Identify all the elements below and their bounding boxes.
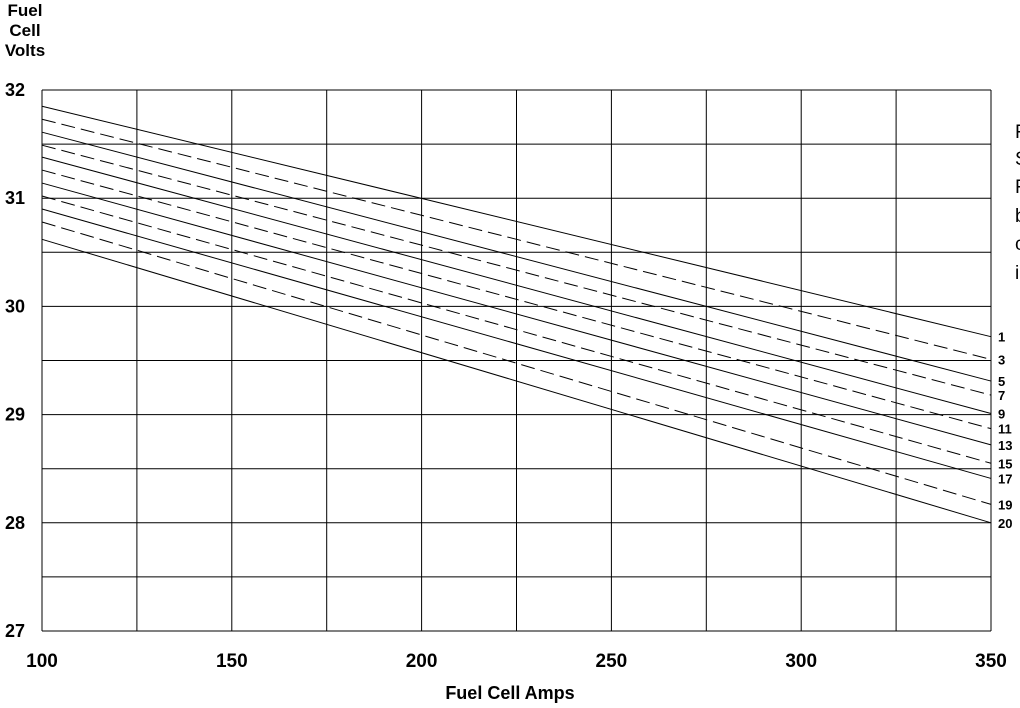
y-tick-label: 27 (5, 621, 25, 641)
series-line-20 (41, 238, 992, 524)
series-label-15: 15 (998, 456, 1012, 471)
series-line-11 (41, 169, 992, 430)
y-tick-label: 32 (5, 80, 25, 100)
x-tick-label: 350 (975, 651, 1007, 672)
grid-lines (41, 89, 992, 632)
y-tick-label: 29 (5, 405, 25, 425)
side-note-line-3: F (1015, 176, 1020, 199)
y-tick-label: 30 (5, 296, 25, 316)
x-tick-label: 200 (406, 651, 438, 672)
series-label-13: 13 (998, 438, 1012, 453)
series-line-7 (41, 144, 992, 396)
series-label-11: 11 (998, 422, 1012, 437)
series-line-13 (41, 182, 992, 446)
series-line-19 (41, 221, 992, 505)
series-line-1 (41, 105, 992, 338)
side-note-line-4: b (1015, 205, 1020, 228)
series-label-19: 19 (998, 497, 1012, 512)
series-lines (41, 105, 992, 524)
series-label-20: 20 (998, 516, 1012, 531)
series-label-1: 1 (998, 330, 1005, 345)
series-label-7: 7 (998, 388, 1005, 403)
series-line-17 (41, 208, 992, 479)
series-line-5 (41, 131, 992, 382)
series-label-17: 17 (998, 471, 1012, 486)
y-axis-label-line-1: Fuel (7, 1, 43, 20)
series-label-9: 9 (998, 407, 1005, 422)
y-tick-label: 28 (5, 513, 25, 533)
series-label-5: 5 (998, 374, 1005, 389)
series-line-9 (41, 156, 992, 415)
y-axis-label-line-2: Cell (9, 21, 41, 40)
x-tick-label: 300 (785, 651, 817, 672)
y-tick-label: 31 (5, 188, 25, 208)
x-tick-label: 100 (26, 651, 58, 672)
series-line-15 (41, 195, 992, 464)
side-note-line-5: c (1015, 234, 1020, 255)
side-note-line-1: F (1015, 121, 1020, 144)
series-line-3 (41, 118, 992, 360)
x-tick-label: 150 (216, 651, 248, 672)
side-note-line-6: i (1015, 263, 1020, 284)
series-label-3: 3 (998, 352, 1005, 367)
x-axis-label: Fuel Cell Amps (445, 683, 575, 703)
y-axis-label-line-3: Volts (4, 41, 46, 60)
side-note-line-2: S (1015, 148, 1020, 171)
x-tick-label: 250 (596, 651, 628, 672)
